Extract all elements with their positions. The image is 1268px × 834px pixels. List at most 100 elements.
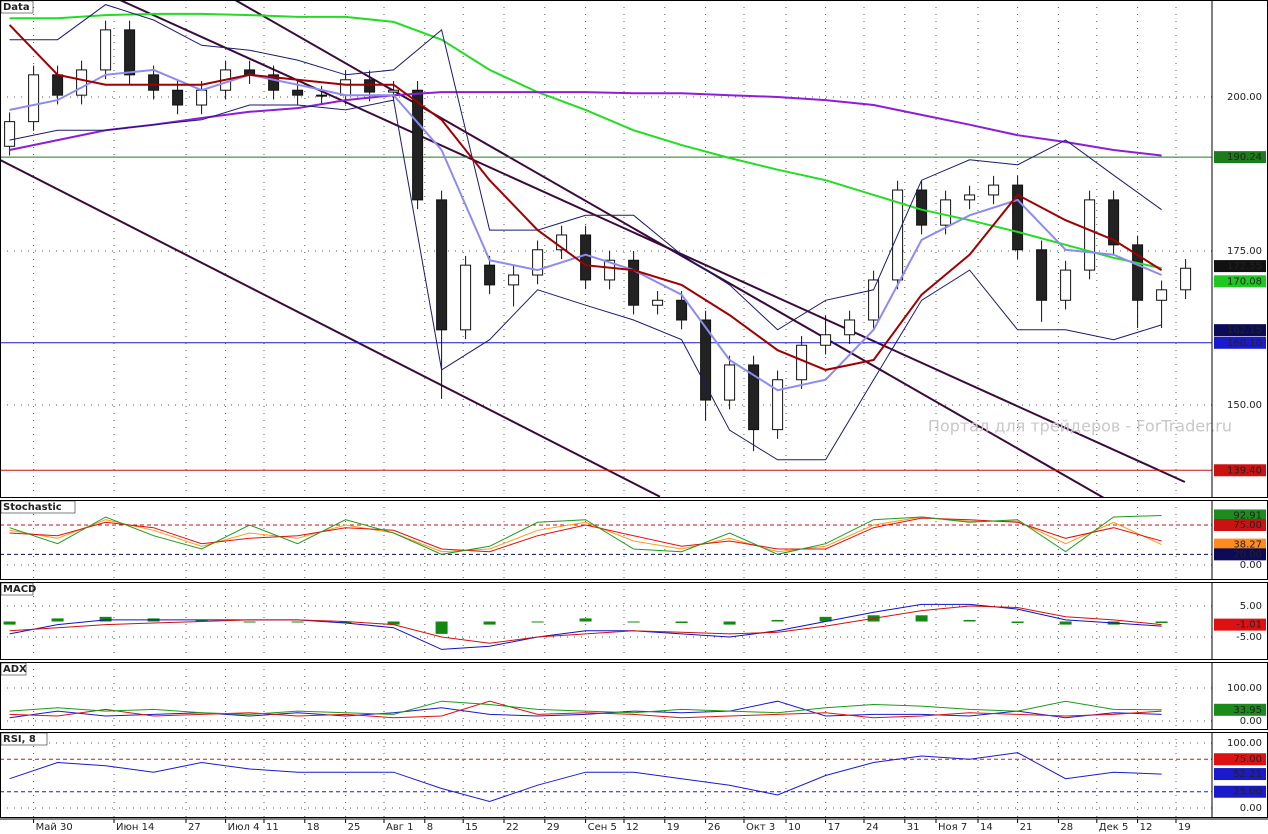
watermark: Портал для трейдеров - ForTrader.ru <box>928 417 1232 436</box>
histogram-bar <box>483 621 496 625</box>
y-tick-label: 0.00 <box>1240 560 1262 571</box>
candle-body <box>1180 267 1192 291</box>
candle-body <box>100 29 112 71</box>
candle-body <box>532 249 544 276</box>
indicator-line <box>9 91 1162 157</box>
x-tick-label: Окт 3 <box>746 822 775 833</box>
price-marker <box>1214 324 1266 337</box>
candle-body <box>460 264 472 331</box>
histogram-bar <box>819 616 832 622</box>
histogram-bar <box>675 621 688 624</box>
price-marker <box>1214 618 1266 631</box>
candle-body <box>772 379 784 431</box>
price-marker-label: 52.21 <box>1233 769 1262 780</box>
price-marker <box>1214 464 1266 477</box>
x-tick-label: 31 <box>907 822 920 833</box>
panel <box>0 732 1212 818</box>
y-tick-label: 200.00 <box>1227 92 1262 103</box>
indicator-line <box>9 517 1162 553</box>
x-tick-label: 15 <box>465 822 478 833</box>
panel <box>0 500 1212 580</box>
x-tick-label: 14 <box>980 822 993 833</box>
candle-body <box>268 74 280 91</box>
price-marker <box>1214 538 1266 551</box>
indicator-line <box>9 605 1162 644</box>
candle-body <box>172 89 184 106</box>
candle-body <box>604 259 616 281</box>
indicator-line <box>9 603 1162 650</box>
candle-body <box>844 319 856 336</box>
y-tick-label: 0.00 <box>1240 716 1262 727</box>
indicator-line <box>9 12 1162 270</box>
price-marker-label: 170.08 <box>1227 276 1262 287</box>
indicator-line <box>9 99 1162 461</box>
panel-title: Stochastic <box>3 502 62 513</box>
indicator-line <box>9 4 1162 331</box>
candle-body <box>340 79 352 96</box>
candle-body <box>4 121 16 147</box>
price-marker-label: 20.00 <box>1233 549 1262 560</box>
histogram-bar <box>3 621 16 625</box>
x-tick-label: Июл 4 <box>228 822 260 833</box>
candle-body <box>364 79 376 93</box>
panel-title: ADX <box>3 664 27 675</box>
histogram-bar <box>579 618 592 622</box>
title-bg <box>0 662 27 676</box>
panel-title: RSI, 8 <box>3 734 36 745</box>
price-marker <box>1214 151 1266 164</box>
x-tick-label: 28 <box>1060 822 1073 833</box>
candle-body <box>556 234 568 251</box>
histogram-bar <box>195 619 208 622</box>
x-tick-label: 29 <box>547 822 560 833</box>
x-tick-label: 17 <box>828 822 841 833</box>
y-tick-label: -5.00 <box>1236 632 1262 643</box>
histogram-bar <box>435 621 448 634</box>
price-marker <box>1214 275 1266 288</box>
candle-body <box>748 364 760 431</box>
indicator-line <box>9 700 1162 719</box>
x-tick-label: 25 <box>348 822 361 833</box>
indicator-line <box>8 24 1163 371</box>
price-marker-label: 160.10 <box>1227 338 1262 349</box>
candle-body <box>628 259 640 306</box>
candle-body <box>412 89 424 201</box>
candle-body <box>1012 184 1024 251</box>
y-tick-label: 0.00 <box>1240 803 1262 814</box>
candle-body <box>124 29 136 76</box>
channel-line <box>0 158 661 498</box>
candle-body <box>964 194 976 201</box>
histogram-bar <box>963 619 976 622</box>
histogram-bar <box>531 621 544 623</box>
candle-body <box>676 299 688 321</box>
candle-body <box>28 74 40 123</box>
price-marker <box>1214 785 1266 798</box>
x-tick-label: 19 <box>667 822 680 833</box>
price-marker-label: 38.27 <box>1233 540 1262 551</box>
candle-body <box>868 279 880 321</box>
histogram-bar <box>51 618 64 622</box>
candle-body <box>52 74 64 96</box>
y-tick-label: 150.00 <box>1227 400 1262 411</box>
price-marker-label: 190.24 <box>1227 152 1262 163</box>
price-marker-label: 75.00 <box>1233 520 1262 531</box>
price-marker <box>1214 703 1266 716</box>
histogram-bar <box>1059 621 1072 625</box>
candle-body <box>436 199 448 331</box>
price-marker <box>1214 260 1266 273</box>
panel <box>0 582 1212 660</box>
y-tick-label: 5.00 <box>1240 601 1262 612</box>
price-marker-label: 25.00 <box>1233 787 1262 798</box>
histogram-bar <box>1155 621 1168 624</box>
histogram-bar <box>723 621 736 625</box>
candle-body <box>1060 269 1072 301</box>
panel-title: MACD <box>3 584 36 595</box>
x-tick-label: 10 <box>788 822 801 833</box>
histogram-bar <box>771 619 784 622</box>
indicator-line <box>9 515 1162 555</box>
x-tick-label: 19 <box>1178 822 1191 833</box>
candle-body <box>1132 244 1144 301</box>
histogram-bar <box>915 615 928 622</box>
indicator-line <box>9 516 1162 553</box>
candle-body <box>652 299 664 306</box>
price-marker-label: 139.40 <box>1227 465 1262 476</box>
